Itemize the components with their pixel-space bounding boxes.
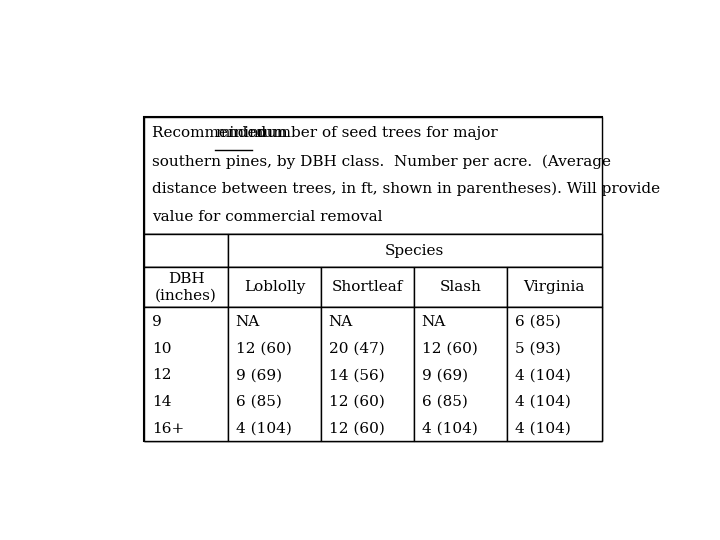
Text: DBH
(inches): DBH (inches) — [156, 272, 217, 302]
Text: 12 (60): 12 (60) — [329, 422, 384, 436]
Text: 9 (69): 9 (69) — [422, 368, 468, 382]
Text: 9 (69): 9 (69) — [235, 368, 282, 382]
Text: 12 (60): 12 (60) — [422, 342, 477, 356]
Text: 6 (85): 6 (85) — [422, 395, 467, 409]
Bar — [321, 267, 414, 307]
Text: distance between trees, in ft, shown in parentheses). Will provide: distance between trees, in ft, shown in … — [152, 182, 660, 196]
Text: NA: NA — [422, 315, 446, 329]
Bar — [228, 267, 321, 307]
Text: southern pines, by DBH class.  Number per acre.  (Average: southern pines, by DBH class. Number per… — [152, 154, 611, 168]
Text: minimum: minimum — [215, 126, 288, 140]
Text: Shortleaf: Shortleaf — [332, 280, 403, 294]
Text: 9: 9 — [152, 315, 162, 329]
Text: 14 (56): 14 (56) — [329, 368, 384, 382]
Bar — [414, 267, 507, 307]
Text: 5 (93): 5 (93) — [515, 342, 561, 356]
Text: 10: 10 — [152, 342, 171, 356]
Text: Slash: Slash — [439, 280, 482, 294]
Text: value for commercial removal: value for commercial removal — [152, 210, 382, 224]
Text: Species: Species — [385, 244, 444, 258]
Bar — [507, 267, 601, 307]
Text: 12 (60): 12 (60) — [235, 342, 292, 356]
Text: Loblolly: Loblolly — [244, 280, 305, 294]
Text: 4 (104): 4 (104) — [515, 368, 570, 382]
Bar — [144, 267, 601, 307]
Text: NA: NA — [235, 315, 260, 329]
Text: number of seed trees for major: number of seed trees for major — [252, 126, 498, 140]
Text: NA: NA — [329, 315, 353, 329]
Text: 16+: 16+ — [152, 422, 184, 436]
Bar — [144, 234, 601, 267]
Text: 6 (85): 6 (85) — [515, 315, 561, 329]
Text: 6 (85): 6 (85) — [235, 395, 282, 409]
Text: 4 (104): 4 (104) — [422, 422, 477, 436]
Bar — [144, 267, 228, 307]
Text: 4 (104): 4 (104) — [515, 422, 570, 436]
Bar — [228, 234, 601, 267]
Text: 20 (47): 20 (47) — [329, 342, 384, 356]
Text: 12: 12 — [152, 368, 171, 382]
Text: Virginia: Virginia — [523, 280, 585, 294]
Text: 4 (104): 4 (104) — [235, 422, 292, 436]
Bar — [144, 234, 228, 267]
Text: 4 (104): 4 (104) — [515, 395, 570, 409]
Text: 12 (60): 12 (60) — [329, 395, 384, 409]
Text: Recommended: Recommended — [152, 126, 271, 140]
Text: 14: 14 — [152, 395, 171, 409]
